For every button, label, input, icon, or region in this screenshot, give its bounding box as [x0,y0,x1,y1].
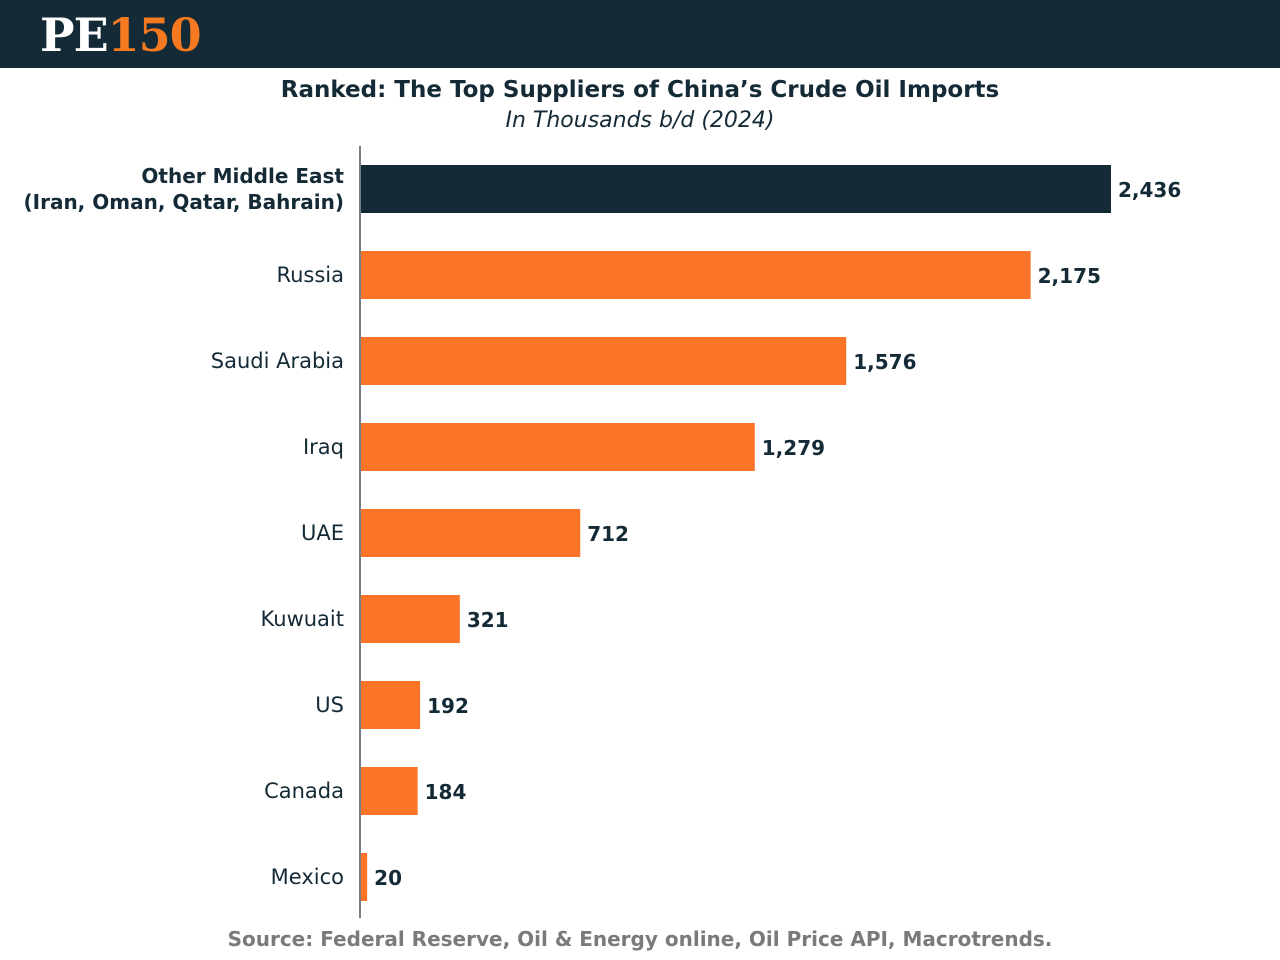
header-bar: PE150 [0,0,1280,68]
category-label-6: US [315,693,344,717]
chart-subtitle: In Thousands b/d (2024) [505,108,775,133]
bar-6 [361,681,421,729]
value-label-7: 184 [425,780,467,804]
category-label-7: Canada [264,779,344,803]
value-labels-group: 2,436 2,175 1,576 1,279 712 321 192 184 20 [374,178,1181,890]
bar-1 [361,251,1031,299]
logo-letters: PE [40,8,109,62]
value-label-1: 2,175 [1038,264,1101,288]
bar-7 [361,767,418,815]
value-label-5: 321 [467,608,509,632]
category-label-1: Russia [276,263,344,287]
value-label-6: 192 [427,694,469,718]
category-label-5: Kuwuait [261,607,344,631]
bar-8 [361,853,368,901]
value-label-3: 1,279 [762,436,825,460]
value-label-0: 2,436 [1118,178,1181,202]
value-label-4: 712 [587,522,629,546]
chart-title: Ranked: The Top Suppliers of China’s Cru… [280,77,1000,103]
pe150-logo: PE150 [40,6,202,64]
bar-2 [361,337,847,385]
source-note: Source: Federal Reserve, Oil & Energy on… [227,927,1053,951]
value-label-8: 20 [374,866,402,890]
bar-4 [361,509,581,557]
value-label-2: 1,576 [853,350,916,374]
bar-0 [361,165,1111,213]
logo-number: 150 [107,8,202,62]
bar-5 [361,595,460,643]
category-label-4: UAE [301,521,344,545]
category-label-2: Saudi Arabia [211,349,344,373]
category-label-3: Iraq [303,435,344,459]
category-labels-group: Other Middle East (Iran, Oman, Qatar, Bah… [24,164,345,889]
bar-3 [361,423,755,471]
category-label-0: Other Middle East (Iran, Oman, Qatar, Bah… [24,164,345,214]
category-label-8: Mexico [271,865,344,889]
bars-group [361,165,1111,901]
